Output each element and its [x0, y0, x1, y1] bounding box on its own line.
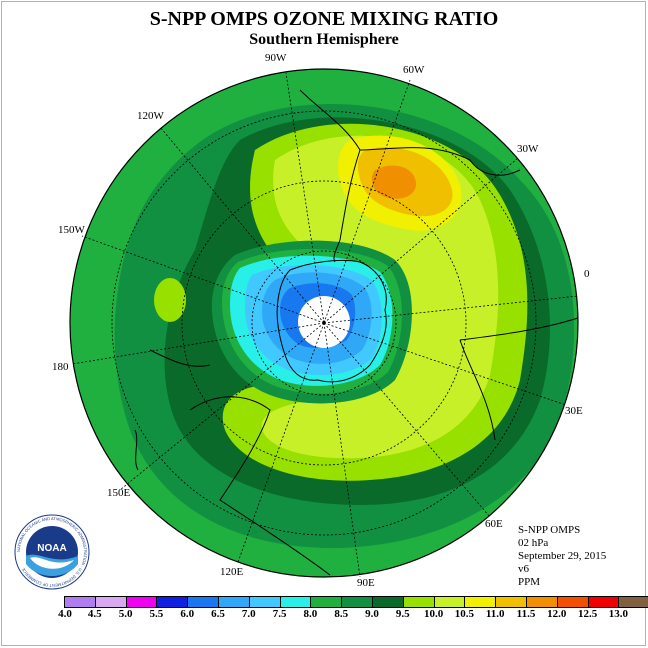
color-scale-tick-label: 12.0 [547, 608, 567, 620]
map-boundary [69, 68, 579, 578]
color-scale-tick-label: 4.0 [58, 608, 72, 620]
color-scale-tick-label: 11.0 [485, 608, 505, 620]
map-title: S-NPP OMPS OZONE MIXING RATIO [149, 8, 499, 30]
lon-label-120e: 120E [220, 566, 244, 578]
lon-label-30w: 30W [517, 143, 539, 155]
color-scale-tick-label: 8.5 [334, 608, 349, 620]
color-scale-tick-label: 9.5 [395, 608, 410, 620]
contour-11p5 [371, 165, 417, 199]
color-scale-swatch [526, 597, 558, 607]
color-scale-tick-label: 5.0 [118, 608, 133, 620]
lon-label-150w: 150W [58, 224, 85, 236]
color-scale-bar [64, 596, 648, 608]
color-scale-swatch [280, 597, 312, 607]
color-scale-tick-label: 7.0 [241, 608, 256, 620]
color-scale-tick-label: 5.5 [149, 608, 164, 620]
color-scale-swatch [496, 597, 527, 607]
color-scale-swatch [372, 597, 404, 607]
color-scale-swatch [311, 597, 343, 607]
color-scale-tick-label: 12.5 [577, 608, 598, 620]
lon-label-60w: 60W [403, 64, 425, 76]
color-scale-tick-label: 13.0 [608, 608, 629, 620]
color-scale-swatch [157, 597, 189, 607]
color-scale-tick-label: 4.5 [87, 608, 102, 620]
info-version: v6 [518, 563, 529, 575]
map-subtitle: Southern Hemisphere [249, 31, 399, 48]
contour-patch-west [154, 278, 186, 322]
graticule [71, 72, 579, 578]
color-scale-tick-label: 6.0 [180, 608, 195, 620]
color-scale-tick-label: 10.0 [423, 608, 444, 620]
lon-label-180: 180 [52, 361, 69, 373]
color-scale-swatch [95, 597, 127, 607]
contour-patch-south [231, 400, 249, 420]
color-scale-swatch [434, 597, 466, 607]
color-scale-swatch [188, 597, 219, 607]
lon-label-30e: 30E [565, 405, 583, 417]
color-scale-tick-label: 10.5 [454, 608, 475, 620]
info-instrument: S-NPP OMPS [518, 524, 581, 536]
lon-label-90w: 90W [265, 52, 287, 64]
noaa-logo: NOAA NATIONAL OCEANIC AND ATMOSPHERIC AD… [14, 514, 90, 590]
noaa-logo-text: NOAA [37, 543, 66, 554]
color-scale-swatch [619, 597, 648, 607]
lon-label-60e: 60E [485, 518, 503, 530]
lon-label-90e: 90E [357, 577, 375, 589]
color-scale-swatch [65, 597, 96, 607]
color-scale-tick-label: 9.0 [365, 608, 379, 620]
color-scale-swatch [588, 597, 620, 607]
lon-label-120w: 120W [137, 110, 164, 122]
color-scale-swatch [403, 597, 435, 607]
info-date: September 29, 2015 [518, 550, 607, 562]
color-scale-swatch [218, 597, 250, 607]
color-scale-tick-label: 6.5 [211, 608, 225, 620]
color-scale-swatch [342, 597, 373, 607]
color-scale-swatch [465, 597, 497, 607]
lon-label-150e: 150E [107, 487, 131, 499]
info-block: S-NPP OMPS 02 hPa September 29, 2015 v6 … [518, 524, 606, 589]
coastlines [134, 89, 579, 576]
color-scale-swatch [126, 597, 158, 607]
info-pressure: 02 hPa [518, 537, 549, 549]
color-scale-tick-label: 11.5 [516, 608, 536, 620]
info-units: PPM [518, 576, 541, 588]
color-scale-swatch [249, 597, 281, 607]
lon-label-0: 0 [584, 268, 590, 280]
color-scale-tick-label: 8.0 [303, 608, 318, 620]
color-scale-swatch [557, 597, 589, 607]
color-scale-tick-label: 7.5 [272, 608, 287, 620]
ozone-field [70, 69, 578, 577]
